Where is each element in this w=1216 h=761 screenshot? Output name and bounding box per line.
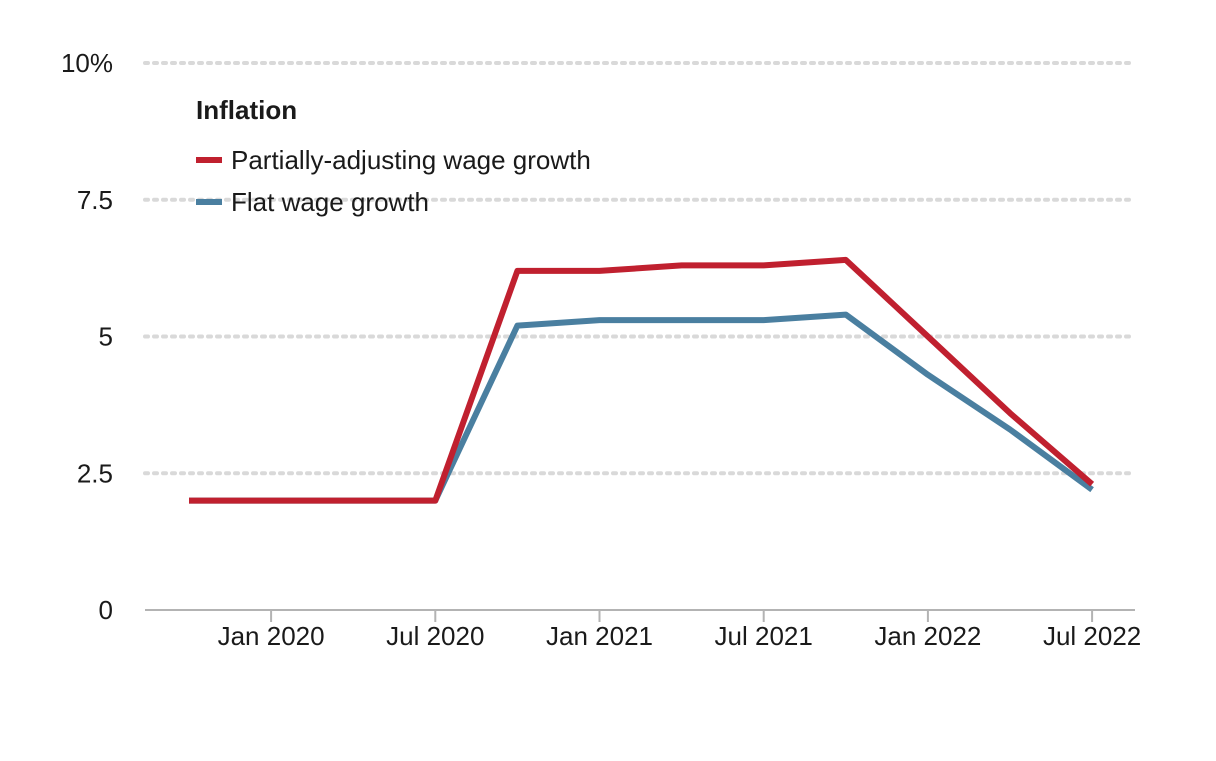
x-tick-label-jan-2022: Jan 2022 [874,621,981,651]
x-tick-label-jan-2021: Jan 2021 [546,621,653,651]
x-tick-label-jul-2022: Jul 2022 [1043,621,1141,651]
y-tick-label-2-5: 2.5 [77,458,113,488]
gridlines [143,61,1137,476]
legend-label-flat-wage-growth: Flat wage growth [231,187,429,217]
axes: 0 2.5 5 7.5 10% Jan 2020 Jul 2020 Jan 2021 Jul 2… [61,48,1141,651]
legend-title: Inflation [196,95,297,125]
legend-label-partially-adjusting-wage-growth: Partially-adjusting wage growth [231,145,591,175]
legend: Inflation Partially-adjusting wage growt… [196,95,591,217]
series-line-partially-adjusting-wage-growth [189,256,1095,504]
y-tick-label-5: 5 [99,322,113,352]
x-tick-label-jul-2020: Jul 2020 [386,621,484,651]
x-tick-label-jul-2021: Jul 2021 [715,621,813,651]
series-lines [189,256,1095,504]
y-tick-label-0: 0 [99,595,113,625]
x-tick-label-jan-2020: Jan 2020 [218,621,325,651]
y-tick-label-7-5: 7.5 [77,185,113,215]
y-tick-label-10: 10% [61,48,113,78]
